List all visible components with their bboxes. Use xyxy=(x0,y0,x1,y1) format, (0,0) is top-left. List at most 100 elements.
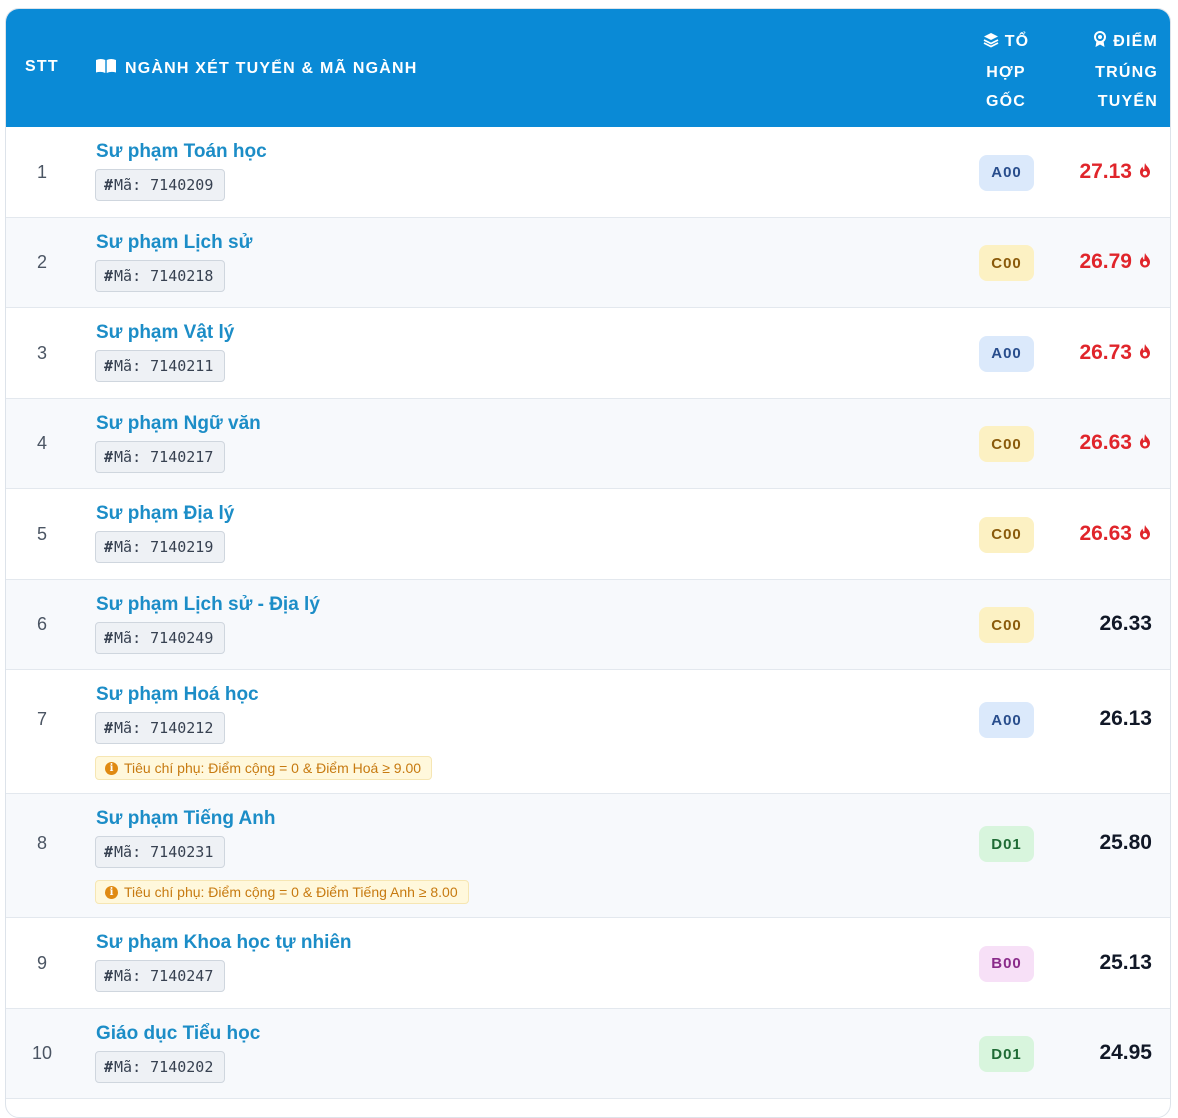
major-code: # Mã: 7140247 xyxy=(95,960,225,992)
row-stt: 6 xyxy=(36,614,47,634)
row-stt: 9 xyxy=(36,952,47,973)
cutoff-score: 26.63 xyxy=(1079,431,1152,455)
hash-icon: # xyxy=(104,843,114,861)
hash-icon: # xyxy=(104,357,114,375)
sub-criteria-text: Tiêu chí phụ: Điểm cộng = 0 & Điểm Hoá ≥… xyxy=(124,760,422,776)
table-row: 3 Sư phạm Vật lý # Mã: 7140211 A00 26.73 xyxy=(6,308,1170,399)
subject-group-badge: C00 xyxy=(979,426,1034,462)
major-name-link[interactable]: Sư phạm Địa lý xyxy=(96,503,235,524)
major-code: # Mã: 7140219 xyxy=(95,531,225,563)
header-diem[interactable]: ĐIỂM TRÚNG TUYỂN xyxy=(1064,27,1158,116)
header-diem-line-2: TRÚNG xyxy=(1095,64,1158,81)
cutoff-score: 26.79 xyxy=(1079,250,1152,274)
hash-icon: # xyxy=(104,538,114,556)
header-tohop[interactable]: TỔ HỢP GỐC xyxy=(956,27,1056,116)
major-code: # Mã: 7140218 xyxy=(95,260,225,292)
sub-criteria-note: i Tiêu chí phụ: Điểm cộng = 0 & Điểm Tiến… xyxy=(95,880,469,904)
cutoff-score: 27.13 xyxy=(1079,160,1152,184)
cutoff-score-value: 24.95 xyxy=(1099,1041,1152,1064)
cutoff-score-value: 26.33 xyxy=(1099,612,1152,635)
info-icon: i xyxy=(105,761,118,775)
major-name-link[interactable]: Sư phạm Tiếng Anh xyxy=(96,808,276,829)
header-stt[interactable]: STT xyxy=(25,58,59,75)
hash-icon: # xyxy=(104,176,114,194)
major-name-link[interactable]: Sư phạm Hoá học xyxy=(96,684,259,705)
major-code-text: Mã: 7140247 xyxy=(114,967,214,985)
subject-group-badge: C00 xyxy=(979,607,1034,643)
major-code-text: Mã: 7140212 xyxy=(114,719,214,737)
major-code-text: Mã: 7140217 xyxy=(114,448,214,466)
major-name-link[interactable]: Sư phạm Lịch sử - Địa lý xyxy=(96,594,320,615)
hash-icon: # xyxy=(104,629,114,647)
hash-icon: # xyxy=(104,267,114,285)
cutoff-score: 25.80 xyxy=(1099,831,1152,855)
header-tohop-line-2: HỢP xyxy=(986,64,1026,81)
header-diem-line-1: ĐIỂM xyxy=(1113,33,1158,50)
cutoff-score-value: 26.13 xyxy=(1099,707,1152,730)
cutoff-score-value: 26.79 xyxy=(1079,250,1132,273)
fire-icon xyxy=(1138,160,1152,184)
cutoff-score-value: 25.13 xyxy=(1099,950,1152,974)
major-code-text: Mã: 7140211 xyxy=(114,357,214,375)
cutoff-score: 26.13 xyxy=(1099,707,1152,731)
table-row: 2 Sư phạm Lịch sử # Mã: 7140218 C00 26.79 xyxy=(6,218,1170,308)
hash-icon: # xyxy=(104,448,114,466)
row-stt: 8 xyxy=(36,833,47,853)
cutoff-score: 26.63 xyxy=(1079,522,1152,546)
header-nganh[interactable]: NGÀNH XÉT TUYỂN & MÃ NGÀNH xyxy=(95,58,418,79)
table-row: 10 Giáo dục Tiểu học # Mã: 7140202 D01 24.95 xyxy=(6,1009,1170,1099)
table-row: 4 Sư phạm Ngữ văn # Mã: 7140217 C00 26.63 xyxy=(6,399,1170,489)
row-stt: 1 xyxy=(36,161,47,182)
major-name-link[interactable]: Sư phạm Ngữ văn xyxy=(96,413,261,434)
hash-icon: # xyxy=(104,719,114,737)
table-body: 1 Sư phạm Toán học # Mã: 7140209 A00 27.13 2 Sư… xyxy=(6,127,1170,1099)
sub-criteria-note: i Tiêu chí phụ: Điểm cộng = 0 & Điểm Hoá … xyxy=(95,756,433,780)
major-code: # Mã: 7140202 xyxy=(95,1051,225,1083)
subject-group-badge: A00 xyxy=(979,154,1034,191)
major-name-link[interactable]: Sư phạm Toán học xyxy=(96,141,267,162)
major-name-link[interactable]: Sư phạm Vật lý xyxy=(96,322,235,343)
table-row: 1 Sư phạm Toán học # Mã: 7140209 A00 27.13 xyxy=(6,127,1170,218)
major-code-text: Mã: 7140202 xyxy=(114,1058,214,1076)
major-code: # Mã: 7140249 xyxy=(95,622,225,654)
major-code-text: Mã: 7140218 xyxy=(114,267,214,285)
header-tohop-line-1: TỔ xyxy=(1004,33,1030,50)
header-nganh-label: NGÀNH XÉT TUYỂN & MÃ NGÀNH xyxy=(125,59,418,77)
major-code-text: Mã: 7140231 xyxy=(114,843,214,861)
major-name-link[interactable]: Sư phạm Khoa học tự nhiên xyxy=(96,932,352,953)
cutoff-score-value: 27.13 xyxy=(1079,159,1132,183)
table-header: STT NGÀNH XÉT TUYỂN & MÃ NGÀNH TỔ HỢP GỐ… xyxy=(6,9,1170,127)
major-name-link[interactable]: Giáo dục Tiểu học xyxy=(96,1023,261,1044)
cutoff-score: 26.33 xyxy=(1099,612,1152,636)
cutoff-score-value: 26.73 xyxy=(1079,340,1132,364)
cutoff-score-value: 25.80 xyxy=(1099,831,1152,854)
cutoff-score: 26.73 xyxy=(1079,341,1152,365)
table-row: 7 Sư phạm Hoá học # Mã: 7140212 i Tiêu chí ph… xyxy=(6,670,1170,794)
major-name-link[interactable]: Sư phạm Lịch sử xyxy=(96,232,253,253)
subject-group-badge: A00 xyxy=(979,335,1034,372)
subject-group-badge: C00 xyxy=(979,245,1034,281)
info-icon: i xyxy=(105,885,118,899)
fire-icon xyxy=(1138,431,1152,455)
table-row: 5 Sư phạm Địa lý # Mã: 7140219 C00 26.63 xyxy=(6,489,1170,580)
major-code: # Mã: 7140209 xyxy=(95,169,225,201)
subject-group-badge: C00 xyxy=(979,516,1034,553)
table-row: 8 Sư phạm Tiếng Anh # Mã: 7140231 i Tiêu chí … xyxy=(6,794,1170,918)
book-open-icon xyxy=(95,58,117,79)
major-code-text: Mã: 7140249 xyxy=(114,629,214,647)
major-code-text: Mã: 7140209 xyxy=(114,176,214,194)
row-stt: 2 xyxy=(36,252,47,272)
award-icon xyxy=(1093,29,1107,58)
row-stt: 10 xyxy=(31,1043,53,1063)
hash-icon: # xyxy=(104,1058,114,1076)
layers-icon xyxy=(983,29,999,58)
major-code: # Mã: 7140212 xyxy=(95,712,225,744)
row-stt: 4 xyxy=(36,433,47,453)
table-row: 6 Sư phạm Lịch sử - Địa lý # Mã: 7140249 C00… xyxy=(6,580,1170,670)
hash-icon: # xyxy=(104,967,114,985)
subject-group-badge: D01 xyxy=(979,826,1034,862)
subject-group-badge: D01 xyxy=(979,1036,1034,1072)
admission-scores-table: STT NGÀNH XÉT TUYỂN & MÃ NGÀNH TỔ HỢP GỐ… xyxy=(5,8,1171,1118)
header-tohop-line-3: GỐC xyxy=(985,93,1027,110)
cutoff-score-value: 26.63 xyxy=(1079,521,1132,545)
